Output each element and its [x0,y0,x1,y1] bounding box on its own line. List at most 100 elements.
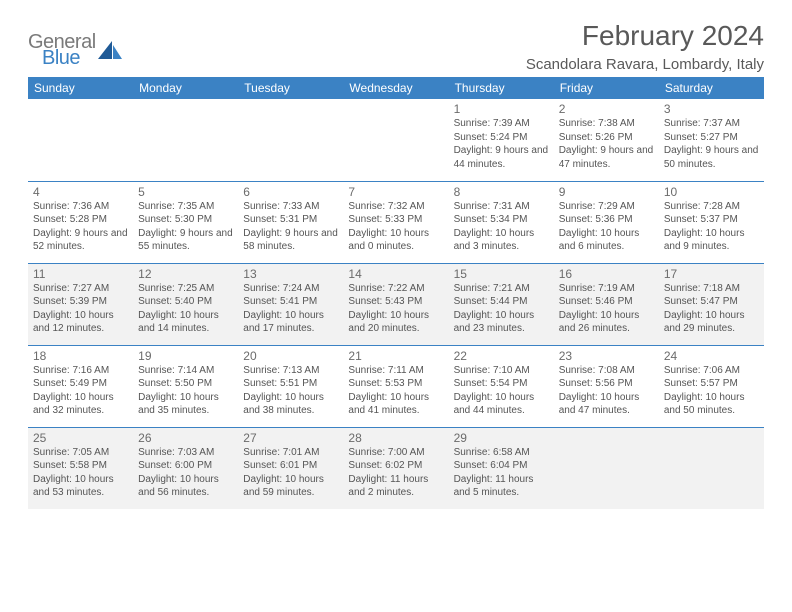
sunrise-text: Sunrise: 6:58 AM [454,446,549,460]
sunset-text: Sunset: 6:00 PM [138,459,233,473]
daylight-text: Daylight: 9 hours and 52 minutes. [33,227,128,254]
sunrise-text: Sunrise: 7:21 AM [454,282,549,296]
calendar-cell: 23Sunrise: 7:08 AMSunset: 5:56 PMDayligh… [554,345,659,427]
daylight-text: Daylight: 10 hours and 6 minutes. [559,227,654,254]
day-header: Tuesday [238,77,343,99]
sunset-text: Sunset: 5:50 PM [138,377,233,391]
daylight-text: Daylight: 10 hours and 20 minutes. [348,309,443,336]
calendar-cell: 24Sunrise: 7:06 AMSunset: 5:57 PMDayligh… [659,345,764,427]
day-number: 26 [138,431,233,445]
day-info: Sunrise: 7:05 AMSunset: 5:58 PMDaylight:… [33,446,128,500]
sunset-text: Sunset: 5:24 PM [454,131,549,145]
sunset-text: Sunset: 5:34 PM [454,213,549,227]
calendar-cell [659,427,764,509]
calendar-cell [238,99,343,181]
day-info: Sunrise: 7:21 AMSunset: 5:44 PMDaylight:… [454,282,549,336]
day-number: 13 [243,267,338,281]
calendar-cell: 15Sunrise: 7:21 AMSunset: 5:44 PMDayligh… [449,263,554,345]
sunrise-text: Sunrise: 7:13 AM [243,364,338,378]
day-number: 18 [33,349,128,363]
sunrise-text: Sunrise: 7:27 AM [33,282,128,296]
day-number: 1 [454,102,549,116]
calendar-cell: 26Sunrise: 7:03 AMSunset: 6:00 PMDayligh… [133,427,238,509]
day-info: Sunrise: 7:25 AMSunset: 5:40 PMDaylight:… [138,282,233,336]
sunset-text: Sunset: 5:56 PM [559,377,654,391]
day-header: Sunday [28,77,133,99]
sunset-text: Sunset: 5:47 PM [664,295,759,309]
daylight-text: Daylight: 10 hours and 50 minutes. [664,391,759,418]
calendar-cell: 12Sunrise: 7:25 AMSunset: 5:40 PMDayligh… [133,263,238,345]
sunset-text: Sunset: 5:49 PM [33,377,128,391]
day-number: 5 [138,185,233,199]
sunrise-text: Sunrise: 7:33 AM [243,200,338,214]
sunset-text: Sunset: 5:43 PM [348,295,443,309]
calendar-week: 4Sunrise: 7:36 AMSunset: 5:28 PMDaylight… [28,181,764,263]
calendar-cell: 3Sunrise: 7:37 AMSunset: 5:27 PMDaylight… [659,99,764,181]
day-info: Sunrise: 7:28 AMSunset: 5:37 PMDaylight:… [664,200,759,254]
calendar-cell: 8Sunrise: 7:31 AMSunset: 5:34 PMDaylight… [449,181,554,263]
calendar-cell: 10Sunrise: 7:28 AMSunset: 5:37 PMDayligh… [659,181,764,263]
day-number: 20 [243,349,338,363]
day-number: 27 [243,431,338,445]
sunrise-text: Sunrise: 7:37 AM [664,117,759,131]
calendar-cell: 18Sunrise: 7:16 AMSunset: 5:49 PMDayligh… [28,345,133,427]
calendar-cell: 16Sunrise: 7:19 AMSunset: 5:46 PMDayligh… [554,263,659,345]
calendar-cell: 14Sunrise: 7:22 AMSunset: 5:43 PMDayligh… [343,263,448,345]
day-info: Sunrise: 7:13 AMSunset: 5:51 PMDaylight:… [243,364,338,418]
sunrise-text: Sunrise: 7:22 AM [348,282,443,296]
sunset-text: Sunset: 5:58 PM [33,459,128,473]
calendar-cell [554,427,659,509]
daylight-text: Daylight: 10 hours and 14 minutes. [138,309,233,336]
day-info: Sunrise: 7:29 AMSunset: 5:36 PMDaylight:… [559,200,654,254]
day-info: Sunrise: 6:58 AMSunset: 6:04 PMDaylight:… [454,446,549,500]
sunrise-text: Sunrise: 7:14 AM [138,364,233,378]
day-info: Sunrise: 7:27 AMSunset: 5:39 PMDaylight:… [33,282,128,336]
logo-text: General Blue [28,32,96,68]
day-number: 10 [664,185,759,199]
logo: General Blue [28,20,122,68]
daylight-text: Daylight: 9 hours and 47 minutes. [559,144,654,171]
day-number: 28 [348,431,443,445]
calendar-week: 25Sunrise: 7:05 AMSunset: 5:58 PMDayligh… [28,427,764,509]
daylight-text: Daylight: 10 hours and 53 minutes. [33,473,128,500]
sunrise-text: Sunrise: 7:08 AM [559,364,654,378]
day-info: Sunrise: 7:19 AMSunset: 5:46 PMDaylight:… [559,282,654,336]
calendar-week: 18Sunrise: 7:16 AMSunset: 5:49 PMDayligh… [28,345,764,427]
day-info: Sunrise: 7:31 AMSunset: 5:34 PMDaylight:… [454,200,549,254]
day-info: Sunrise: 7:22 AMSunset: 5:43 PMDaylight:… [348,282,443,336]
sunset-text: Sunset: 5:31 PM [243,213,338,227]
calendar-cell: 25Sunrise: 7:05 AMSunset: 5:58 PMDayligh… [28,427,133,509]
sunrise-text: Sunrise: 7:39 AM [454,117,549,131]
day-number: 4 [33,185,128,199]
calendar-cell: 5Sunrise: 7:35 AMSunset: 5:30 PMDaylight… [133,181,238,263]
day-info: Sunrise: 7:11 AMSunset: 5:53 PMDaylight:… [348,364,443,418]
sunset-text: Sunset: 5:28 PM [33,213,128,227]
sunrise-text: Sunrise: 7:35 AM [138,200,233,214]
daylight-text: Daylight: 10 hours and 9 minutes. [664,227,759,254]
sunrise-text: Sunrise: 7:29 AM [559,200,654,214]
day-info: Sunrise: 7:37 AMSunset: 5:27 PMDaylight:… [664,117,759,171]
daylight-text: Daylight: 10 hours and 41 minutes. [348,391,443,418]
calendar-cell: 28Sunrise: 7:00 AMSunset: 6:02 PMDayligh… [343,427,448,509]
sunset-text: Sunset: 5:39 PM [33,295,128,309]
day-number: 12 [138,267,233,281]
daylight-text: Daylight: 10 hours and 59 minutes. [243,473,338,500]
day-header: Wednesday [343,77,448,99]
calendar-cell: 29Sunrise: 6:58 AMSunset: 6:04 PMDayligh… [449,427,554,509]
daylight-text: Daylight: 9 hours and 58 minutes. [243,227,338,254]
calendar-cell: 22Sunrise: 7:10 AMSunset: 5:54 PMDayligh… [449,345,554,427]
daylight-text: Daylight: 10 hours and 35 minutes. [138,391,233,418]
calendar-cell: 27Sunrise: 7:01 AMSunset: 6:01 PMDayligh… [238,427,343,509]
sunrise-text: Sunrise: 7:00 AM [348,446,443,460]
day-info: Sunrise: 7:32 AMSunset: 5:33 PMDaylight:… [348,200,443,254]
day-info: Sunrise: 7:18 AMSunset: 5:47 PMDaylight:… [664,282,759,336]
day-number: 16 [559,267,654,281]
sunrise-text: Sunrise: 7:36 AM [33,200,128,214]
logo-blue: Blue [28,48,96,68]
calendar-cell [28,99,133,181]
daylight-text: Daylight: 11 hours and 5 minutes. [454,473,549,500]
day-number: 22 [454,349,549,363]
sunrise-text: Sunrise: 7:31 AM [454,200,549,214]
sunset-text: Sunset: 5:57 PM [664,377,759,391]
day-number: 9 [559,185,654,199]
